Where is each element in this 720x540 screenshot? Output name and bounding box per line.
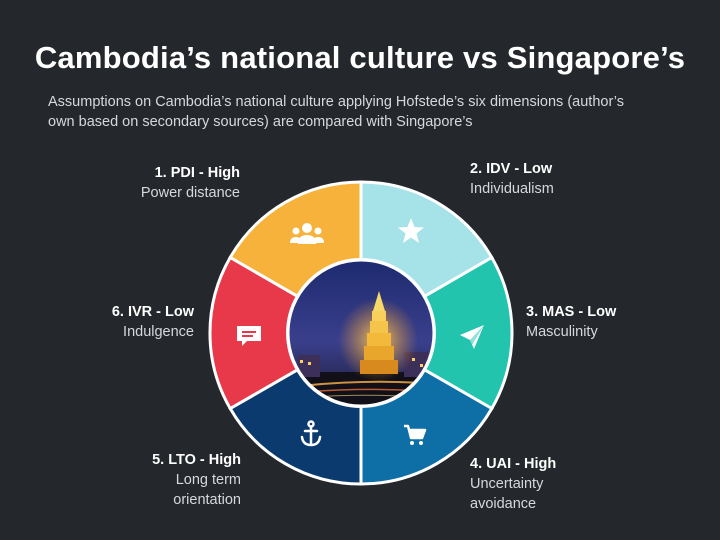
label-idv: 2. IDV - Low Individualism xyxy=(470,159,630,199)
label-lto: 5. LTO - High Long term orientation xyxy=(81,450,241,510)
center-monument-photo xyxy=(289,261,433,405)
page-subtitle: Assumptions on Cambodia’s national cultu… xyxy=(48,94,625,130)
label-idv-heading: 2. IDV - Low xyxy=(470,161,553,177)
anchor-icon xyxy=(300,420,322,447)
shopping-cart-icon xyxy=(404,424,427,445)
paper-plane-icon xyxy=(460,325,484,349)
label-idv-description: Individualism xyxy=(470,181,554,197)
label-ivr-description: Indulgence xyxy=(123,324,194,340)
label-pdi-description: Power distance xyxy=(140,185,240,201)
chat-bubble-icon xyxy=(237,326,261,346)
users-icon xyxy=(290,223,324,244)
label-lto-description-line2: orientation xyxy=(173,492,241,508)
star-icon xyxy=(398,218,424,243)
label-lto-description-line1: Long term xyxy=(175,472,241,488)
label-mas-description: Masculinity xyxy=(526,324,598,340)
label-mas-heading: 3. MAS - Low xyxy=(526,304,617,320)
label-lto-heading: 5. LTO - High xyxy=(152,452,241,468)
label-pdi: 1. PDI - High Power distance xyxy=(80,163,240,203)
label-ivr: 6. IVR - Low Indulgence xyxy=(34,302,194,342)
label-ivr-heading: 6. IVR - Low xyxy=(111,304,194,320)
label-mas: 3. MAS - Low Masculinity xyxy=(526,302,686,342)
label-uai-heading: 4. UAI - High xyxy=(470,456,557,472)
page-title: Cambodia’s national culture vs Singapore… xyxy=(34,40,686,75)
label-pdi-heading: 1. PDI - High xyxy=(154,165,240,181)
label-uai: 4. UAI - High Uncertainty avoidance xyxy=(470,454,630,514)
label-uai-description-line1: Uncertainty xyxy=(470,476,544,492)
label-uai-description-line2: avoidance xyxy=(470,496,537,512)
